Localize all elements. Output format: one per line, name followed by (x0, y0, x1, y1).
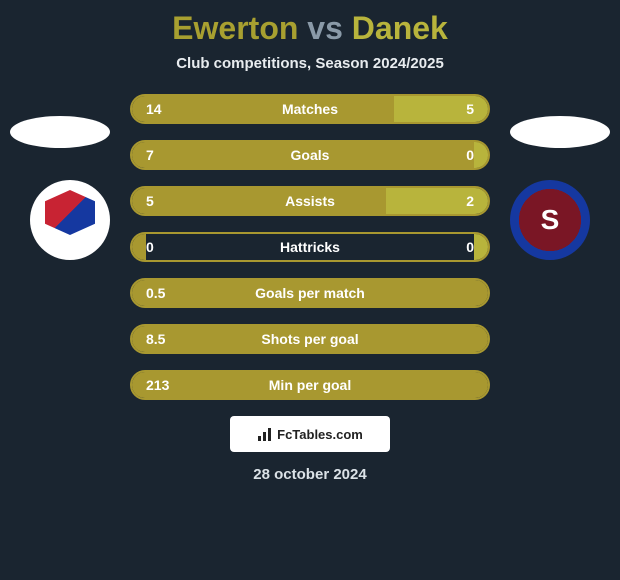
stat-bar-right (474, 142, 488, 168)
stat-label: Goals (291, 147, 330, 163)
stat-value-left: 7 (146, 147, 154, 163)
brand-badge: FcTables.com (230, 416, 390, 452)
stats-container: 14 5 Matches 7 0 Goals 5 2 Assists 0 0 Hattricks 0.5… (130, 94, 490, 400)
stat-row: 5 2 Assists (130, 186, 490, 216)
subtitle: Club competitions, Season 2024/2025 (0, 55, 620, 72)
stat-bar-left (132, 188, 386, 214)
stat-bar-left (132, 96, 394, 122)
stat-value-right: 2 (466, 193, 474, 209)
stat-row: 0 0 Hattricks (130, 232, 490, 262)
team-logo-left (30, 180, 110, 260)
stat-label: Hattricks (280, 239, 340, 255)
team-logo-right (510, 180, 590, 260)
bar-chart-icon (257, 426, 273, 442)
stat-label: Assists (285, 193, 335, 209)
stat-value-right: 0 (466, 239, 474, 255)
banik-badge-icon (30, 180, 110, 260)
stat-row: 14 5 Matches (130, 94, 490, 124)
stat-value-left: 14 (146, 101, 162, 117)
sparta-badge-icon (510, 180, 590, 260)
stat-label: Goals per match (255, 285, 365, 301)
footer-date: 28 october 2024 (0, 466, 620, 483)
stat-value-left: 0.5 (146, 285, 165, 301)
stat-value-left: 5 (146, 193, 154, 209)
stat-value-left: 0 (146, 239, 154, 255)
decorative-ellipse-right (510, 116, 610, 148)
stat-label: Shots per goal (261, 331, 358, 347)
brand-text: FcTables.com (277, 427, 363, 442)
stat-value-right: 0 (466, 147, 474, 163)
stat-row: 213 Min per goal (130, 370, 490, 400)
vs-separator: vs (307, 10, 343, 46)
stat-row: 7 0 Goals (130, 140, 490, 170)
stat-bar-right (474, 234, 488, 260)
stat-row: 8.5 Shots per goal (130, 324, 490, 354)
stat-value-right: 5 (466, 101, 474, 117)
player-left-name: Ewerton (172, 10, 298, 46)
stat-row: 0.5 Goals per match (130, 278, 490, 308)
stat-label: Matches (282, 101, 338, 117)
stat-value-left: 8.5 (146, 331, 165, 347)
player-right-name: Danek (352, 10, 448, 46)
stat-value-left: 213 (146, 377, 169, 393)
decorative-ellipse-left (10, 116, 110, 148)
page-title: Ewerton vs Danek (0, 10, 620, 47)
stat-bar-left (132, 234, 146, 260)
stat-label: Min per goal (269, 377, 351, 393)
